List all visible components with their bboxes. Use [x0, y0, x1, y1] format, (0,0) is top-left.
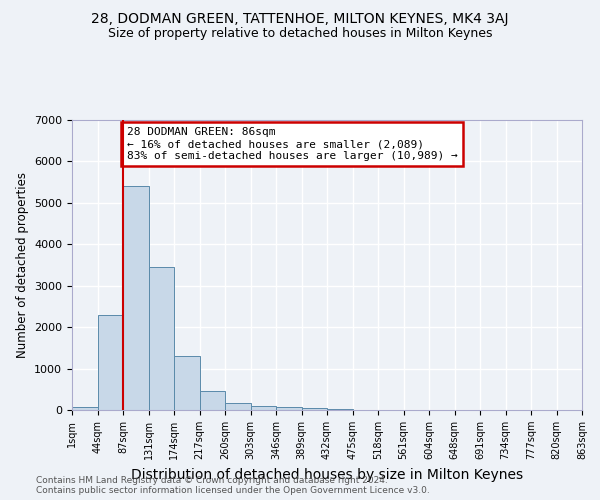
Bar: [225, 403, 251, 410]
Bar: [327, 409, 353, 410]
Bar: [72, 407, 97, 410]
Bar: [251, 406, 276, 410]
Bar: [199, 392, 225, 410]
Text: Size of property relative to detached houses in Milton Keynes: Size of property relative to detached ho…: [108, 28, 492, 40]
Text: Contains HM Land Registry data © Crown copyright and database right 2024.
Contai: Contains HM Land Registry data © Crown c…: [36, 476, 430, 495]
Y-axis label: Number of detached properties: Number of detached properties: [16, 172, 29, 358]
Bar: [123, 186, 149, 410]
Bar: [302, 408, 327, 410]
Bar: [276, 407, 302, 410]
Bar: [149, 267, 174, 410]
Text: 28, DODMAN GREEN, TATTENHOE, MILTON KEYNES, MK4 3AJ: 28, DODMAN GREEN, TATTENHOE, MILTON KEYN…: [91, 12, 509, 26]
X-axis label: Distribution of detached houses by size in Milton Keynes: Distribution of detached houses by size …: [131, 468, 523, 481]
Bar: [97, 314, 123, 410]
Text: 28 DODMAN GREEN: 86sqm
← 16% of detached houses are smaller (2,089)
83% of semi-: 28 DODMAN GREEN: 86sqm ← 16% of detached…: [127, 128, 458, 160]
Bar: [174, 356, 199, 410]
